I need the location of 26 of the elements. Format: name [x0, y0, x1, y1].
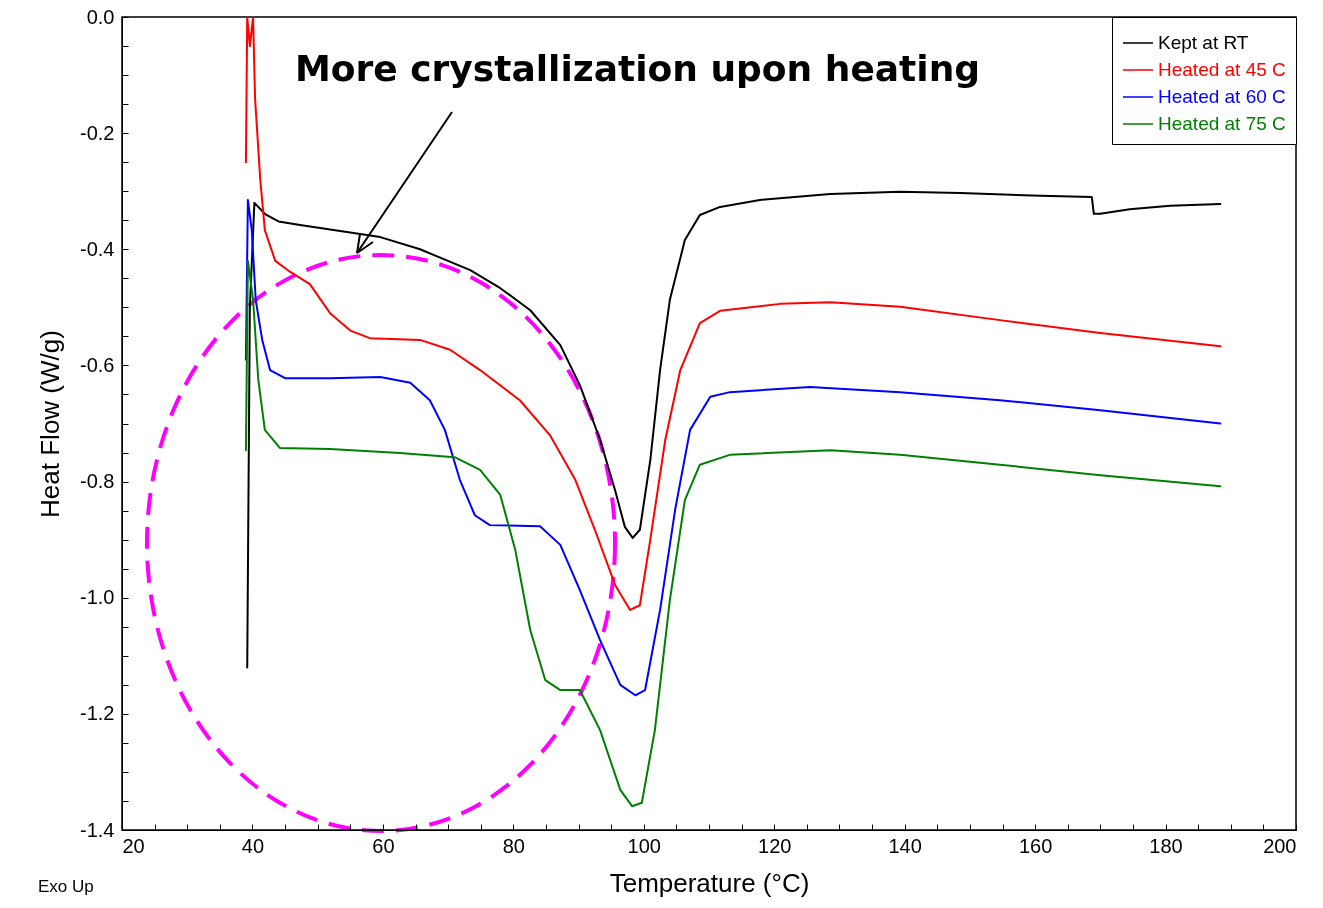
y-tick-label: -1.4 [80, 818, 115, 841]
y-tick-label: -1.2 [80, 702, 115, 725]
annotation: More crystallization upon heating [295, 48, 981, 89]
x-tick-label: 120 [758, 834, 792, 857]
legend-label: Heated at 75 C [1158, 113, 1286, 134]
y-tick-label: -0.6 [80, 353, 115, 376]
y-tick-label: -0.8 [80, 470, 115, 493]
legend-label: Kept at RT [1158, 32, 1249, 53]
y-tick-label: -0.2 [80, 121, 115, 144]
y-tick-label: -0.4 [80, 237, 115, 260]
x-tick-label: 180 [1149, 834, 1183, 857]
y-tick-label: -1.0 [80, 586, 115, 609]
x-tick-label: 100 [627, 834, 661, 857]
x-tick-label: 160 [1018, 834, 1053, 857]
x-tick-label: 40 [241, 834, 265, 857]
x-tick-label: 140 [888, 834, 922, 857]
legend-label: Heated at 60 C [1158, 86, 1286, 107]
legend-label: Heated at 45 C [1158, 59, 1286, 80]
x-axis-title: Temperature (°C) [609, 867, 810, 898]
x-tick-label: 60 [372, 834, 395, 857]
y-tick-label: 0.0 [86, 5, 115, 28]
y-axis-title: Heat Flow (W/g) [35, 330, 66, 518]
x-tick-label: 20 [122, 834, 145, 857]
text: Exo Up [38, 877, 94, 896]
x-tick-label: 200 [1263, 834, 1297, 857]
x-tick-label: 80 [502, 834, 525, 857]
